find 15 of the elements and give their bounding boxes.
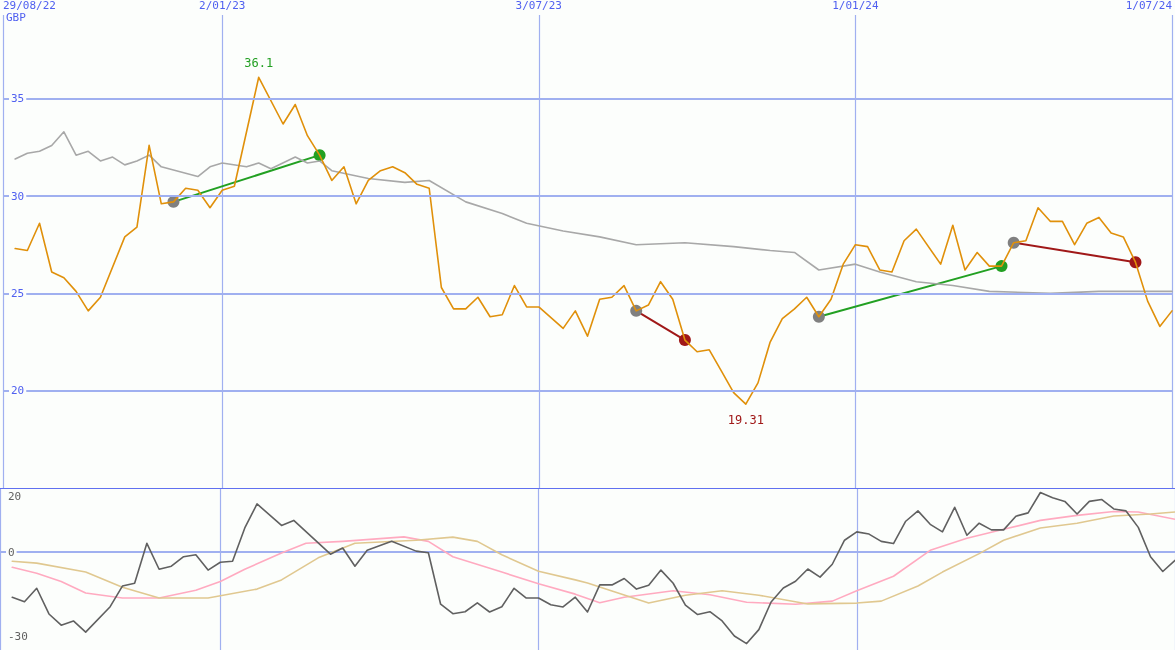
- x-tick-label: 1/07/24: [1125, 0, 1173, 12]
- y-tick-label: -30: [8, 629, 28, 643]
- x-tick-label: 29/08/22: [3, 0, 56, 12]
- y-axis-title: GBP: [6, 11, 27, 24]
- x-tick-label: 1/01/24: [832, 0, 879, 12]
- y-tick-label: 0: [8, 545, 15, 559]
- y-tick-label: 35: [11, 92, 25, 106]
- y-tick-label: 30: [11, 189, 25, 203]
- y-tick-label: 20: [11, 384, 25, 398]
- annotation: 19.31: [727, 413, 764, 428]
- x-tick-label: 3/07/23: [515, 0, 562, 12]
- y-tick-label: 25: [11, 286, 25, 300]
- x-tick-label: 2/01/23: [199, 0, 246, 12]
- annotation: 36.1: [244, 56, 274, 71]
- y-tick-label: 20: [8, 489, 22, 503]
